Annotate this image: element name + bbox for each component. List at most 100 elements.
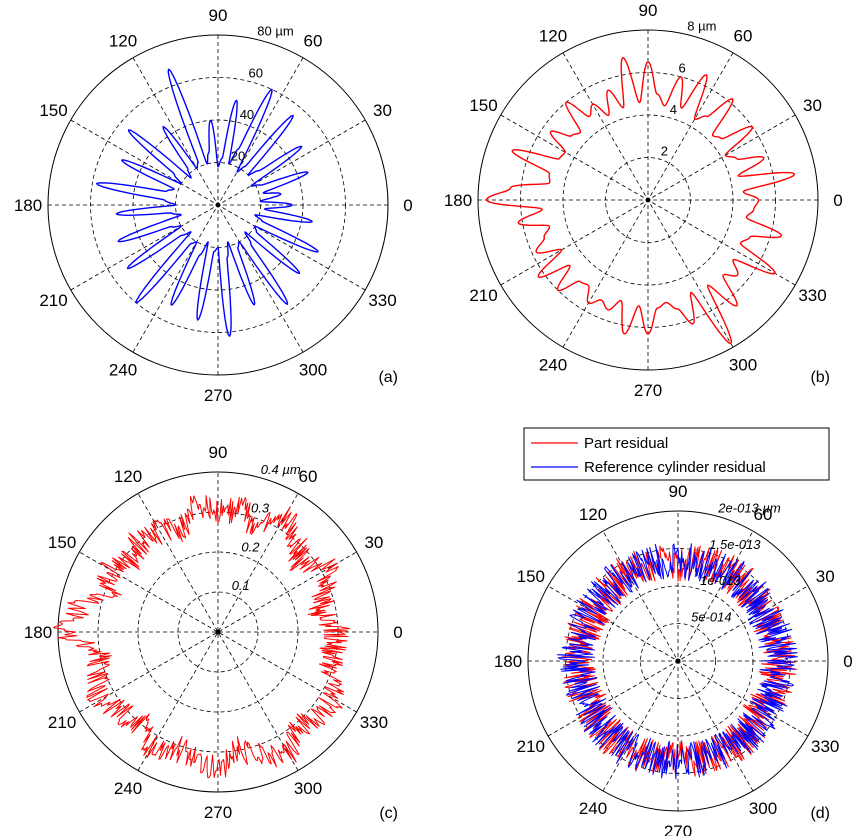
angle-label: 270 xyxy=(204,386,232,405)
radial-grid-circle xyxy=(137,551,299,713)
angle-label: 330 xyxy=(811,737,839,756)
angle-label: 240 xyxy=(539,356,567,375)
radial-grid-circle xyxy=(565,548,791,774)
polar-plot-b: (b) 0 30 60 90 120 150 180 210 240 270 300 330 2 4 6 8 … xyxy=(444,1,843,400)
radial-grid-circle xyxy=(520,72,776,328)
angle-label: 120 xyxy=(579,505,607,524)
radial-tick-label: 40 xyxy=(240,107,254,122)
angle-label: 180 xyxy=(14,196,42,215)
angle-label: 210 xyxy=(48,713,76,732)
center-point xyxy=(675,658,681,664)
outer-circle xyxy=(57,471,379,793)
angle-label: 0 xyxy=(833,191,842,210)
polar-plot-a: (a) 0 30 60 90 120 150 180 210 240 270 300 330 20 40 6… xyxy=(14,6,413,405)
angle-label: 300 xyxy=(749,799,777,818)
angle-label: 90 xyxy=(639,1,658,20)
angle-label: 30 xyxy=(816,567,835,586)
radial-tick-label: 1e-013 xyxy=(700,573,741,588)
legend-label-reference-cylinder-residual: Reference cylinder residual xyxy=(584,459,766,476)
radial-grid-circle xyxy=(640,623,716,699)
angle-label: 270 xyxy=(664,822,692,836)
polar-plot-d: (d) 0 30 60 90 120 150 180 210 240 270 300 330 5e-01… xyxy=(494,482,853,836)
angle-label: 240 xyxy=(579,799,607,818)
outer-circle xyxy=(527,510,829,812)
radial-tick-label: 2 xyxy=(661,143,668,158)
series-group xyxy=(557,543,798,780)
angle-label: 330 xyxy=(368,291,396,310)
angle-label: 150 xyxy=(39,101,67,120)
angle-label: 270 xyxy=(204,803,232,822)
angle-label: 180 xyxy=(494,652,522,671)
angle-label: 90 xyxy=(669,482,688,501)
radial-grid-circle xyxy=(97,511,339,753)
angle-label: 0 xyxy=(393,623,402,642)
panel-label-d: (d) xyxy=(810,805,830,822)
angle-label: 270 xyxy=(634,381,662,400)
radial-grid-circle xyxy=(132,119,304,291)
angle-label: 240 xyxy=(109,361,137,380)
angle-label: 210 xyxy=(39,291,67,310)
angle-label: 60 xyxy=(299,467,318,486)
polar-plot-c: (c) 0 30 60 90 120 150 180 210 240 270 300 330 0.1 0.… xyxy=(24,443,403,822)
angle-label: 0 xyxy=(843,652,852,671)
series-0-line xyxy=(485,57,796,345)
angle-label: 210 xyxy=(469,286,497,305)
series-1-line xyxy=(557,543,798,780)
angle-label: 30 xyxy=(803,96,822,115)
angle-label: 180 xyxy=(444,191,472,210)
radial-grid-circle xyxy=(177,591,259,673)
angle-label: 120 xyxy=(539,27,567,46)
angle-label: 240 xyxy=(114,779,142,798)
angle-label: 120 xyxy=(114,467,142,486)
center-point xyxy=(215,202,221,208)
angle-label: 60 xyxy=(304,32,323,51)
angle-label: 60 xyxy=(754,505,773,524)
panel-label-c: (c) xyxy=(379,805,398,822)
outer-circle xyxy=(47,34,389,376)
radial-grid-circle xyxy=(90,77,346,333)
radial-tick-label: 80 µm xyxy=(257,24,293,39)
radial-tick-label: 5e-014 xyxy=(691,610,731,625)
angle-label: 330 xyxy=(360,713,388,732)
angle-label: 90 xyxy=(209,443,228,462)
angle-label: 150 xyxy=(469,96,497,115)
angle-label: 300 xyxy=(729,356,757,375)
series-0-line xyxy=(95,68,319,337)
spoke-line xyxy=(79,551,357,713)
spoke-line xyxy=(137,493,299,771)
angle-label: 150 xyxy=(517,567,545,586)
radial-tick-label: 0.2 xyxy=(241,539,260,554)
angle-label: 150 xyxy=(48,533,76,552)
radial-tick-label: 0.4 µm xyxy=(261,462,301,477)
angle-label: 300 xyxy=(294,779,322,798)
radial-tick-label: 60 xyxy=(249,65,263,80)
radial-grid-circle xyxy=(562,114,734,286)
panel-label-b: (b) xyxy=(810,369,830,386)
angle-label: 60 xyxy=(734,27,753,46)
angle-label: 180 xyxy=(24,623,52,642)
radial-tick-label: 1.5e-013 xyxy=(709,537,761,552)
spoke-line xyxy=(79,551,357,713)
angle-label: 0 xyxy=(403,196,412,215)
angle-label: 30 xyxy=(373,101,392,120)
series-group xyxy=(485,57,796,345)
radial-tick-label: 20 xyxy=(231,148,245,163)
legend: Part residual Reference cylinder residua… xyxy=(523,427,830,481)
series-group xyxy=(95,68,319,337)
spoke-line xyxy=(137,493,299,771)
legend-label-part-residual: Part residual xyxy=(584,435,668,452)
radial-tick-label: 8 µm xyxy=(687,19,716,34)
radial-tick-label: 2e-013 µm xyxy=(717,501,781,516)
series-group xyxy=(53,495,351,779)
radial-tick-label: 6 xyxy=(679,60,686,75)
angle-label: 210 xyxy=(517,737,545,756)
radial-grid-circle xyxy=(602,585,754,737)
radial-tick-label: 4 xyxy=(670,102,677,117)
angle-label: 90 xyxy=(209,6,228,25)
angle-label: 120 xyxy=(109,32,137,51)
outer-circle xyxy=(477,29,819,371)
angle-label: 300 xyxy=(299,361,327,380)
radial-tick-label: 0.1 xyxy=(232,578,250,593)
center-point xyxy=(645,197,651,203)
